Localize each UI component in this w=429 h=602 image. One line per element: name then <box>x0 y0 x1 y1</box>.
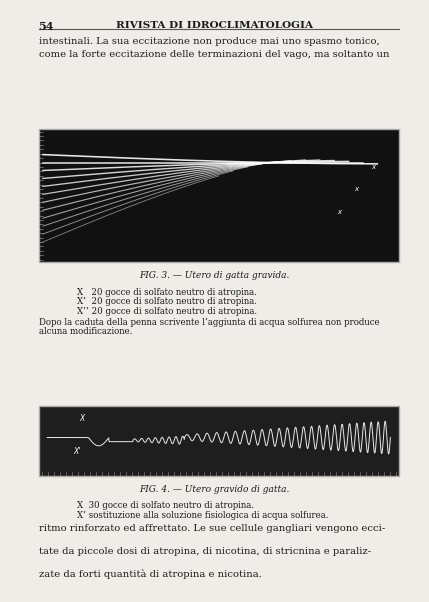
Text: X  30 gocce di solfato neutro di atropina.: X 30 gocce di solfato neutro di atropina… <box>77 501 254 510</box>
Text: X': X' <box>73 447 81 456</box>
Bar <box>39 406 399 476</box>
Text: X’  20 gocce di solfato neutro di atropina.: X’ 20 gocce di solfato neutro di atropin… <box>77 297 257 306</box>
Text: x: x <box>371 164 375 170</box>
Text: intestinali. La sua eccitazione non produce mai uno spasmo tonico,
come la forte: intestinali. La sua eccitazione non prod… <box>39 37 389 59</box>
Text: X: X <box>79 414 84 423</box>
Text: 54: 54 <box>39 21 54 32</box>
Text: Dopo la caduta della penna scrivente l’aggiunta di acqua solfurea non produce: Dopo la caduta della penna scrivente l’a… <box>39 318 379 327</box>
Text: X   20 gocce di solfato neutro di atropina.: X 20 gocce di solfato neutro di atropina… <box>77 288 257 297</box>
Text: RIVISTA DI IDROCLIMATOLOGIA: RIVISTA DI IDROCLIMATOLOGIA <box>116 21 313 30</box>
Text: FIG. 3. — Utero di gatta gravida.: FIG. 3. — Utero di gatta gravida. <box>139 271 290 280</box>
Text: FIG. 4. — Utero gravido di gatta.: FIG. 4. — Utero gravido di gatta. <box>139 485 290 494</box>
Bar <box>39 129 399 262</box>
Text: x: x <box>337 208 341 214</box>
Text: X’’ 20 gocce di solfato neutro di atropina.: X’’ 20 gocce di solfato neutro di atropi… <box>77 307 257 316</box>
Text: ritmo rinforzato ed affrettato. Le sue cellule gangliari vengono ecci-: ritmo rinforzato ed affrettato. Le sue c… <box>39 524 385 533</box>
Text: X’ sostituzione alla soluzione fisiologica di acqua solfurea.: X’ sostituzione alla soluzione fisiologi… <box>77 511 329 520</box>
Text: x: x <box>354 186 358 192</box>
Text: zate da forti quantità di atropina e nicotina.: zate da forti quantità di atropina e nic… <box>39 569 262 579</box>
Text: alcuna modificazione.: alcuna modificazione. <box>39 327 132 337</box>
Text: tate da piccole dosi di atropina, di nicotina, di stricnina e paraliz-: tate da piccole dosi di atropina, di nic… <box>39 547 371 556</box>
